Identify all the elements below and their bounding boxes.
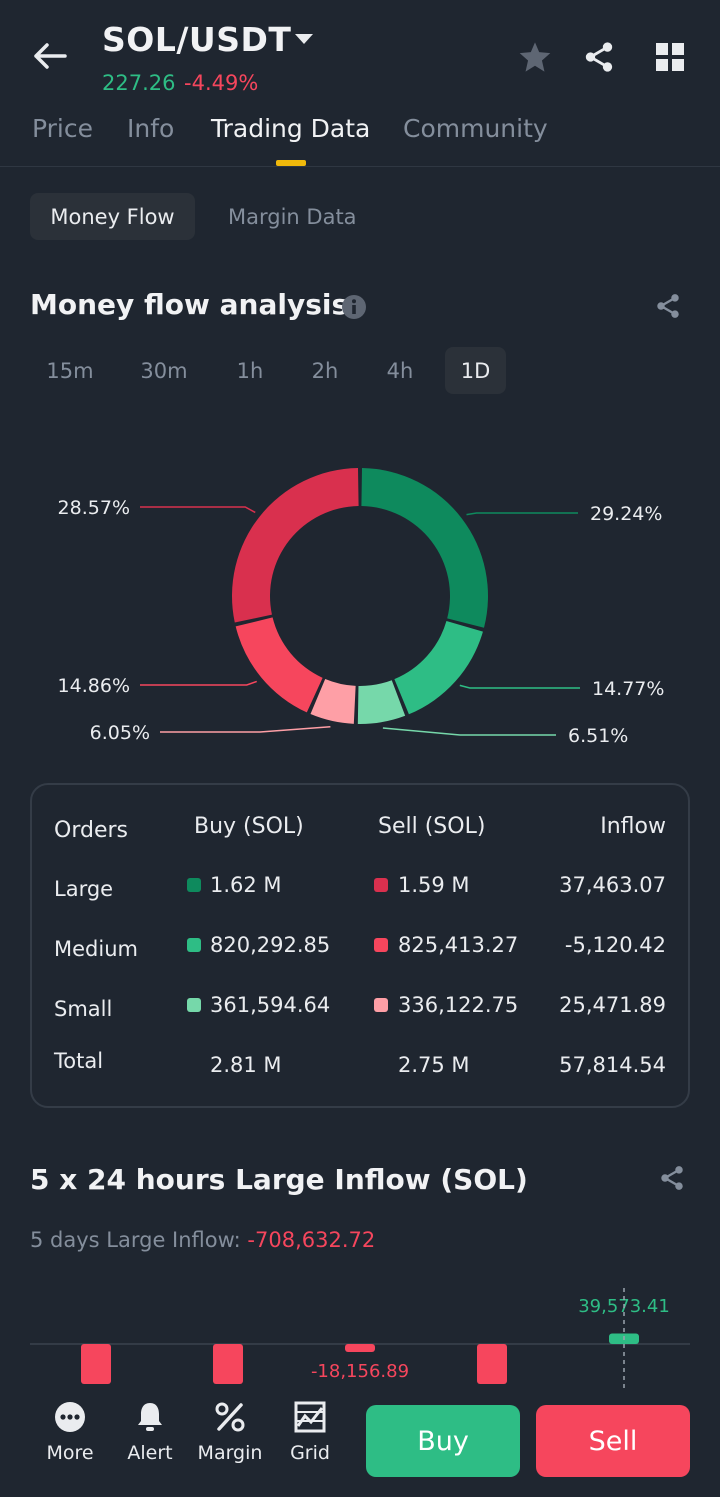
donut-percent-label: 6.05% xyxy=(90,722,150,744)
header-orders: Orders xyxy=(54,818,128,843)
donut-percent-label: 14.77% xyxy=(592,678,664,700)
donut-slice xyxy=(310,678,356,724)
donut-leader-line xyxy=(160,725,331,733)
buy-value-small: 361,594.64 xyxy=(210,993,331,1017)
donut-slice xyxy=(394,621,483,715)
money-flow-donut-chart: 29.24% 14.77% 6.51% 6.05% 14.86% 28.57% xyxy=(58,468,664,747)
buy-value-large: 1.62 M xyxy=(210,873,282,897)
buy-button[interactable]: Buy xyxy=(366,1405,520,1477)
inflow-value-small: 25,471.89 xyxy=(559,993,666,1017)
donut-slice xyxy=(235,617,323,713)
bell-icon xyxy=(138,1403,162,1431)
donut-leader-line xyxy=(140,506,256,514)
section-title: Money flow analysis xyxy=(30,288,349,321)
subtab-money-flow[interactable]: Money Flow xyxy=(30,193,195,240)
header-sell: Sell (SOL) xyxy=(378,814,486,839)
nav-grid[interactable]: Grid xyxy=(270,1400,350,1480)
summary-label: 5 days Large Inflow: xyxy=(30,1228,248,1252)
donut-slice xyxy=(232,468,359,623)
section-title: 5 x 24 hours Large Inflow (SOL) xyxy=(30,1163,528,1196)
five-day-inflow-summary: 5 days Large Inflow: -708,632.72 xyxy=(30,1228,375,1252)
nav-margin[interactable]: Margin xyxy=(190,1400,270,1480)
header-buy: Buy (SOL) xyxy=(194,814,304,839)
buy-value-medium: 820,292.85 xyxy=(210,933,331,957)
sell-color-swatch xyxy=(374,878,388,892)
nav-grid-label: Grid xyxy=(290,1442,330,1464)
more-icon xyxy=(55,1402,85,1432)
donut-leader-line xyxy=(140,680,258,686)
percent-icon xyxy=(215,1402,245,1432)
timeframe-1d[interactable]: 1D xyxy=(445,347,506,394)
nav-alert[interactable]: Alert xyxy=(110,1400,190,1480)
share-icon[interactable] xyxy=(658,1164,690,1194)
inflow-bar[interactable] xyxy=(477,1344,507,1384)
back-arrow-icon[interactable] xyxy=(30,36,70,76)
nav-more-label: More xyxy=(46,1442,94,1464)
timeframe-2h[interactable]: 2h xyxy=(311,358,339,383)
sell-color-swatch xyxy=(374,998,388,1012)
share-icon[interactable] xyxy=(578,36,620,78)
sell-value-medium: 825,413.27 xyxy=(398,933,519,957)
timeframe-15m[interactable]: 15m xyxy=(46,358,94,383)
donut-leader-line xyxy=(382,727,556,736)
buy-color-swatch xyxy=(187,938,201,952)
row-label-medium: Medium xyxy=(54,937,138,961)
sell-button[interactable]: Sell xyxy=(536,1405,690,1477)
timeframe-30m[interactable]: 30m xyxy=(140,358,188,383)
inflow-bar[interactable] xyxy=(213,1344,243,1384)
donut-percent-label: 14.86% xyxy=(58,675,130,697)
price-change: -4.49% xyxy=(184,71,259,95)
timeframe-1h[interactable]: 1h xyxy=(236,358,264,383)
buy-value-total: 2.81 M xyxy=(210,1053,282,1077)
nav-more[interactable]: More xyxy=(30,1400,110,1480)
sell-color-swatch xyxy=(374,938,388,952)
tab-price[interactable]: Price xyxy=(32,114,93,143)
donut-percent-label: 29.24% xyxy=(590,503,662,525)
inflow-value-medium: -5,120.42 xyxy=(564,933,666,957)
inflow-bar[interactable] xyxy=(345,1344,375,1352)
donut-slice xyxy=(361,468,488,628)
share-icon[interactable] xyxy=(654,292,686,322)
grid-chart-icon xyxy=(294,1401,326,1433)
donut-leader-line xyxy=(466,512,578,516)
inflow-value-large: 37,463.07 xyxy=(559,873,666,897)
orders-table xyxy=(30,783,690,1108)
tab-trading-data[interactable]: Trading Data xyxy=(211,114,371,143)
buy-color-swatch xyxy=(187,998,201,1012)
tab-info[interactable]: Info xyxy=(127,114,175,143)
header-inflow: Inflow xyxy=(600,814,666,839)
divider xyxy=(0,166,720,167)
buy-color-swatch xyxy=(187,878,201,892)
subtab-margin-data[interactable]: Margin Data xyxy=(228,204,357,229)
summary-value: -708,632.72 xyxy=(247,1228,376,1252)
active-tab-indicator xyxy=(276,160,306,166)
sell-value-large: 1.59 M xyxy=(398,873,470,897)
grid-icon[interactable] xyxy=(648,36,692,78)
donut-leader-line xyxy=(459,684,580,689)
tab-community[interactable]: Community xyxy=(403,114,548,143)
inflow-value-total: 57,814.54 xyxy=(559,1053,666,1077)
inflow-bar[interactable] xyxy=(81,1344,111,1384)
donut-percent-label: 6.51% xyxy=(568,725,628,747)
star-icon[interactable] xyxy=(514,36,556,78)
last-price: 227.26 xyxy=(102,71,176,95)
donut-slice xyxy=(357,680,406,724)
nav-margin-label: Margin xyxy=(197,1442,263,1464)
donut-percent-label: 28.57% xyxy=(58,497,130,519)
sell-value-small: 336,122.75 xyxy=(398,993,519,1017)
row-label-large: Large xyxy=(54,877,114,901)
nav-alert-label: Alert xyxy=(127,1442,173,1464)
caret-down-icon[interactable] xyxy=(292,30,316,48)
pair-title[interactable]: SOL/USDT xyxy=(102,20,292,59)
row-label-small: Small xyxy=(54,997,113,1021)
sell-value-total: 2.75 M xyxy=(398,1053,470,1077)
timeframe-4h[interactable]: 4h xyxy=(386,358,414,383)
bar-value-label: -18,156.89 xyxy=(311,1361,409,1382)
row-label-total: Total xyxy=(54,1049,104,1073)
info-icon[interactable] xyxy=(341,294,367,320)
